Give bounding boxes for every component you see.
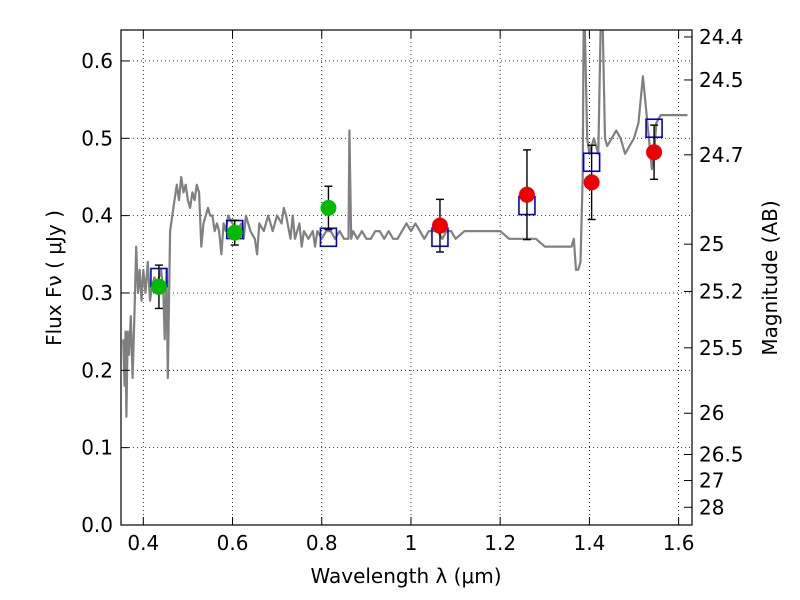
x-tick-label: 0.6 (217, 531, 249, 555)
x-tick-label: 1.2 (484, 531, 516, 555)
mag-tick-label: 25 (699, 232, 724, 256)
x-tick-label: 0.4 (127, 531, 159, 555)
spectrum-line (122, 30, 688, 418)
y-tick-label: 0.3 (81, 281, 113, 305)
mag-tick-label: 24.7 (699, 143, 744, 167)
labels-layer: 0.4 0.6 0.8 1 1.2 1.4 1.6 0.0 0.1 0.2 0.3 0.4 0.5 0.6… (81, 25, 743, 555)
observed-point (150, 278, 167, 295)
observed-point (431, 217, 448, 234)
observed-point (583, 174, 600, 191)
x-tick-label: 1.6 (663, 531, 695, 555)
model-photometry-layer (150, 118, 663, 288)
y-tick-label: 0.0 (81, 513, 113, 537)
plot-frame (120, 29, 693, 526)
grid (121, 30, 692, 526)
y-tick-label: 0.5 (81, 126, 113, 150)
x-axis-title: Wavelength λ (μm) (310, 564, 501, 588)
y-axis-title-left: Flux Fν ( μJy ) (42, 210, 66, 346)
y-tick-label: 0.6 (81, 49, 113, 73)
ticks-layer (121, 30, 692, 526)
x-tick-label: 1.4 (573, 531, 605, 555)
y-axis-title-right: Magnitude (AB) (758, 200, 782, 355)
spectrum-layer (122, 30, 688, 418)
mag-tick-label: 24.5 (699, 68, 744, 92)
observed-point (320, 199, 337, 216)
y-tick-label: 0.1 (81, 436, 113, 460)
y-tick-label: 0.2 (81, 358, 113, 382)
observed-points-layer (150, 144, 663, 295)
observed-point (646, 144, 663, 161)
x-tick-label: 0.8 (306, 531, 338, 555)
observed-point (226, 224, 243, 241)
mag-tick-label: 25.5 (699, 336, 744, 360)
y-tick-label: 0.4 (81, 204, 113, 228)
mag-tick-label: 28 (699, 495, 724, 519)
mag-tick-label: 24.4 (699, 25, 744, 49)
mag-tick-label: 26.5 (699, 442, 744, 466)
mag-tick-label: 26 (699, 401, 724, 425)
observed-point (518, 186, 535, 203)
mag-tick-label: 27 (699, 469, 724, 493)
mag-tick-label: 25.2 (699, 279, 744, 303)
x-tick-label: 1 (405, 531, 418, 555)
